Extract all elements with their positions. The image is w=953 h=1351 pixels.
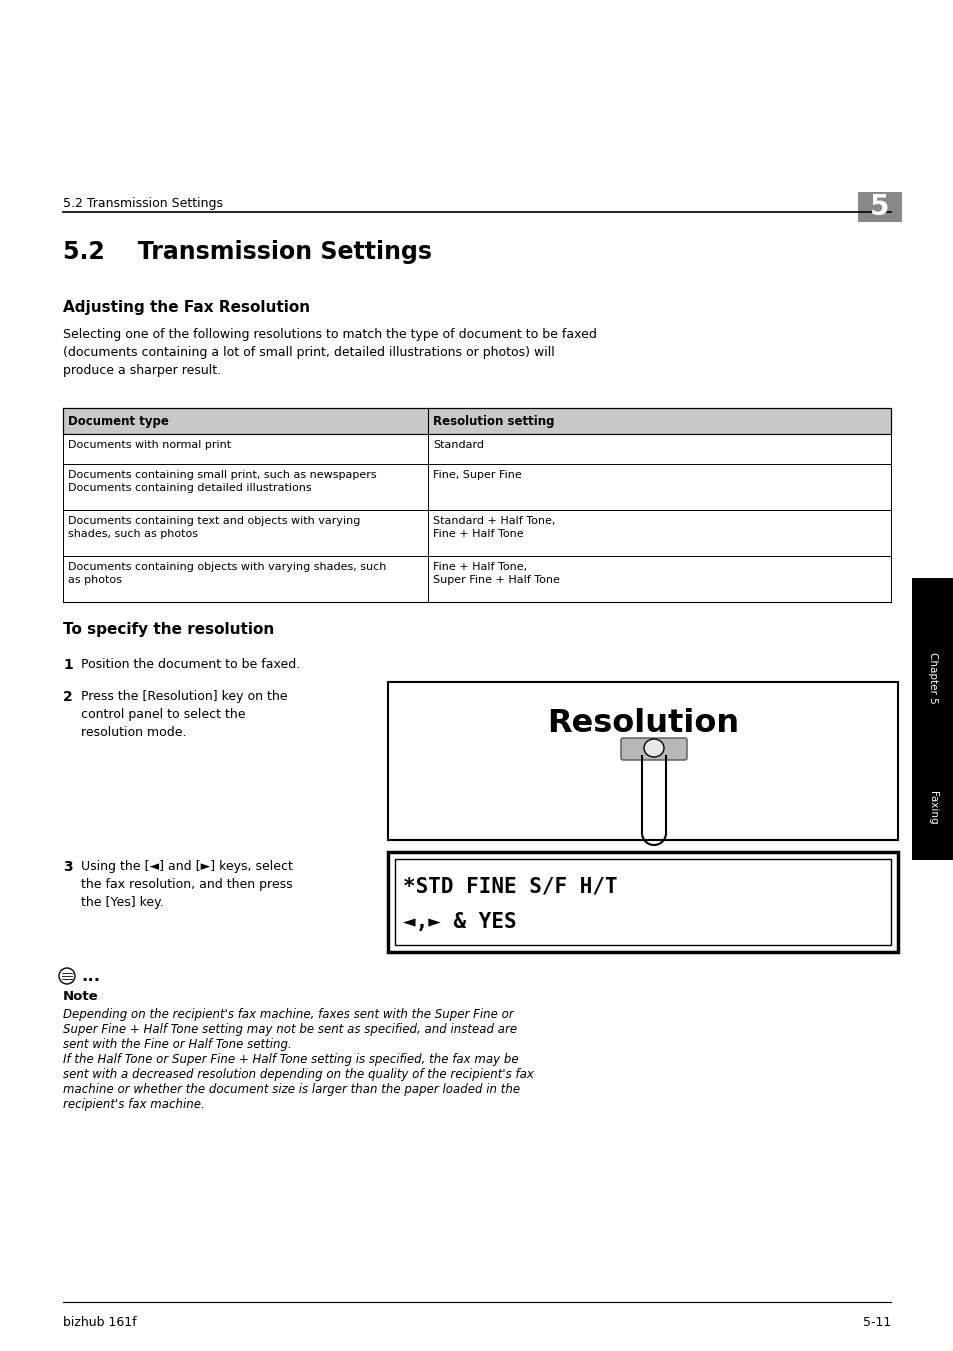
Text: Standard + Half Tone,
Fine + Half Tone: Standard + Half Tone, Fine + Half Tone [433, 516, 555, 539]
Text: Document type: Document type [68, 415, 169, 427]
Text: ◄,► & YES: ◄,► & YES [402, 912, 517, 932]
Text: 3: 3 [63, 861, 72, 874]
Text: Using the [◄] and [►] keys, select
the fax resolution, and then press
the [Yes] : Using the [◄] and [►] keys, select the f… [81, 861, 293, 909]
Bar [63, 557, 890, 603]
Text: sent with the Fine or Half Tone setting.: sent with the Fine or Half Tone setting. [63, 1038, 292, 1051]
Text: 5.2    Transmission Settings: 5.2 Transmission Settings [63, 240, 432, 263]
Text: If the Half Tone or Super Fine + Half Tone setting is specified, the fax may be: If the Half Tone or Super Fine + Half To… [63, 1052, 518, 1066]
Text: *STD FINE S/F H/T: *STD FINE S/F H/T [402, 875, 617, 896]
Bar [911, 578, 953, 861]
Text: Resolution setting: Resolution setting [433, 415, 554, 427]
Text: Depending on the recipient's fax machine, faxes sent with the Super Fine or: Depending on the recipient's fax machine… [63, 1008, 514, 1021]
Text: 2: 2 [63, 690, 72, 704]
Text: Fine + Half Tone,
Super Fine + Half Tone: Fine + Half Tone, Super Fine + Half Tone [433, 562, 559, 585]
Bar [63, 509, 890, 557]
Text: Note: Note [63, 990, 98, 1002]
Text: Standard: Standard [433, 440, 483, 450]
Text: Resolution: Resolution [546, 708, 739, 739]
Text: Position the document to be faxed.: Position the document to be faxed. [81, 658, 300, 671]
Text: bizhub 161f: bizhub 161f [63, 1316, 136, 1328]
Text: recipient's fax machine.: recipient's fax machine. [63, 1098, 205, 1111]
Text: Faxing: Faxing [927, 792, 937, 825]
Text: ...: ... [81, 967, 100, 985]
FancyBboxPatch shape [620, 738, 686, 761]
Text: Chapter 5: Chapter 5 [927, 653, 937, 704]
Text: Documents containing text and objects with varying
shades, such as photos: Documents containing text and objects wi… [68, 516, 360, 539]
Bar [63, 408, 890, 434]
Bar [63, 434, 890, 463]
Bar [388, 852, 897, 952]
Text: 5: 5 [869, 193, 889, 222]
Text: Press the [Resolution] key on the
control panel to select the
resolution mode.: Press the [Resolution] key on the contro… [81, 690, 287, 739]
Text: 5.2 Transmission Settings: 5.2 Transmission Settings [63, 197, 223, 211]
Bar [857, 192, 901, 222]
Bar [63, 463, 890, 509]
Text: To specify the resolution: To specify the resolution [63, 621, 274, 638]
Bar [388, 682, 897, 840]
Text: Documents containing objects with varying shades, such
as photos: Documents containing objects with varyin… [68, 562, 386, 585]
Text: Documents containing small print, such as newspapers
Documents containing detail: Documents containing small print, such a… [68, 470, 376, 493]
Text: sent with a decreased resolution depending on the quality of the recipient's fax: sent with a decreased resolution dependi… [63, 1069, 534, 1081]
Text: Adjusting the Fax Resolution: Adjusting the Fax Resolution [63, 300, 310, 315]
Text: machine or whether the document size is larger than the paper loaded in the: machine or whether the document size is … [63, 1084, 519, 1096]
Text: Documents with normal print: Documents with normal print [68, 440, 231, 450]
Bar [395, 859, 890, 944]
Text: Selecting one of the following resolutions to match the type of document to be f: Selecting one of the following resolutio… [63, 328, 597, 377]
Ellipse shape [643, 739, 663, 757]
Text: 1: 1 [63, 658, 72, 671]
Text: Super Fine + Half Tone setting may not be sent as specified, and instead are: Super Fine + Half Tone setting may not b… [63, 1023, 517, 1036]
Text: Fine, Super Fine: Fine, Super Fine [433, 470, 521, 480]
Text: 5-11: 5-11 [862, 1316, 890, 1328]
